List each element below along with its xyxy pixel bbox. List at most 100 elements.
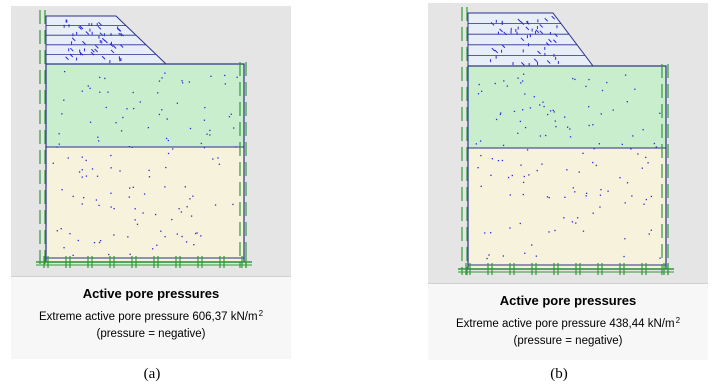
pore-pressure-point: [477, 93, 480, 95]
pore-pressure-point: [190, 215, 193, 217]
pore-pressure-mark: [539, 30, 544, 35]
pore-pressure-point: [127, 236, 129, 238]
pore-pressure-mark: [539, 24, 544, 28]
pore-pressure-point: [161, 109, 163, 111]
pore-pressure-point: [132, 91, 134, 94]
pore-pressure-point: [129, 253, 131, 255]
legend-value-text: Extreme active pore pressure 438,44 kN/m: [455, 318, 675, 330]
pore-pressure-point: [152, 248, 154, 250]
pore-pressure-point: [578, 171, 580, 173]
pore-pressure-point: [606, 81, 608, 84]
panel-a: Active pore pressures Extreme active por…: [11, 6, 291, 359]
pore-pressure-point: [585, 192, 588, 194]
pore-pressure-point: [582, 230, 585, 232]
pore-pressure-point: [107, 91, 109, 93]
model-plot[interactable]: [11, 6, 291, 276]
pore-pressure-point: [511, 174, 513, 177]
pore-pressure-point: [645, 156, 647, 159]
pore-pressure-point: [592, 124, 594, 126]
pore-pressure-point: [230, 113, 232, 115]
pore-pressure-point: [553, 111, 555, 113]
pore-pressure-point: [598, 143, 601, 145]
pore-pressure-point: [659, 257, 661, 259]
pore-pressure-point: [499, 113, 501, 116]
pore-pressure-point: [165, 166, 167, 169]
pore-pressure-point: [593, 148, 595, 150]
pore-pressure-point: [552, 109, 554, 112]
pore-pressure-point: [630, 148, 632, 150]
pore-pressure-point: [164, 235, 166, 238]
pore-pressure-mark: [78, 26, 82, 30]
pore-pressure-point: [592, 212, 594, 214]
pore-pressure-point: [164, 72, 166, 74]
pore-pressure-point: [502, 144, 505, 147]
model-plot[interactable]: [428, 3, 708, 283]
pore-pressure-mark: [65, 56, 69, 61]
pore-pressure-point: [154, 213, 157, 216]
pore-pressure-point: [566, 169, 568, 171]
pore-pressure-point: [524, 126, 527, 129]
pore-pressure-point: [592, 161, 594, 164]
pore-pressure-point: [181, 235, 183, 238]
pore-pressure-point: [494, 82, 496, 85]
pore-pressure-point: [185, 241, 188, 243]
pore-pressure-point: [165, 137, 168, 140]
pore-pressure-point: [501, 159, 504, 162]
pore-pressure-point: [93, 241, 96, 244]
pore-pressure-point: [148, 176, 151, 178]
pore-pressure-point: [203, 119, 206, 121]
pore-pressure-point: [632, 135, 634, 137]
pore-pressure-point: [85, 159, 87, 162]
pore-pressure-point: [634, 88, 636, 90]
pore-pressure-point: [81, 176, 83, 178]
pore-pressure-mark: [503, 31, 508, 36]
pore-pressure-point: [529, 107, 532, 109]
pore-pressure-point: [61, 189, 63, 191]
legend-note: (pressure = negative): [96, 328, 206, 340]
pore-pressure-point: [564, 116, 566, 118]
pore-pressure-point: [554, 229, 556, 232]
pore-pressure-point: [522, 109, 524, 111]
pore-pressure-point: [160, 230, 162, 232]
pore-pressure-point: [99, 76, 101, 79]
pore-pressure-point: [131, 146, 133, 148]
pore-pressure-mark: [491, 47, 496, 52]
pore-pressure-mark: [94, 48, 99, 53]
pore-pressure-mark: [98, 21, 102, 26]
pore-pressure-point: [509, 194, 511, 196]
pore-pressure-point: [181, 80, 183, 82]
pore-pressure-point: [217, 157, 219, 159]
pore-pressure-point: [63, 99, 65, 101]
pore-pressure-mark: [537, 50, 541, 55]
pore-pressure-point: [542, 101, 544, 103]
pore-pressure-point: [502, 255, 505, 257]
pore-pressure-point: [224, 74, 226, 77]
pore-pressure-point: [517, 132, 519, 134]
pore-pressure-point: [89, 121, 92, 123]
pore-pressure-point: [188, 81, 191, 83]
pore-pressure-point: [166, 118, 168, 120]
pore-pressure-point: [147, 126, 150, 129]
pore-pressure-point: [81, 169, 83, 171]
pore-pressure-mark: [104, 39, 108, 44]
pore-pressure-point: [569, 136, 572, 138]
pore-pressure-point: [491, 158, 494, 160]
pore-pressure-point: [132, 186, 134, 188]
pore-pressure-mark: [79, 25, 84, 30]
pore-pressure-point: [167, 139, 170, 142]
pore-pressure-point: [232, 203, 234, 206]
legend-title: Active pore pressures: [499, 293, 637, 308]
pore-pressure-point: [495, 118, 498, 121]
pore-pressure-point: [484, 232, 486, 234]
pore-pressure-point: [214, 204, 217, 206]
pore-pressure-point: [72, 254, 74, 257]
pore-pressure-point: [548, 231, 550, 233]
pore-pressure-point: [555, 126, 557, 128]
legend-title: Active pore pressures: [82, 286, 220, 301]
pore-pressure-point: [478, 83, 480, 86]
pore-pressure-point: [110, 192, 112, 194]
pore-pressure-point: [624, 238, 626, 240]
pore-pressure-point: [235, 146, 237, 148]
pore-pressure-mark: [520, 21, 525, 25]
legend-extreme-value: Extreme active pore pressure 606,37 kN/m…: [11, 306, 291, 325]
